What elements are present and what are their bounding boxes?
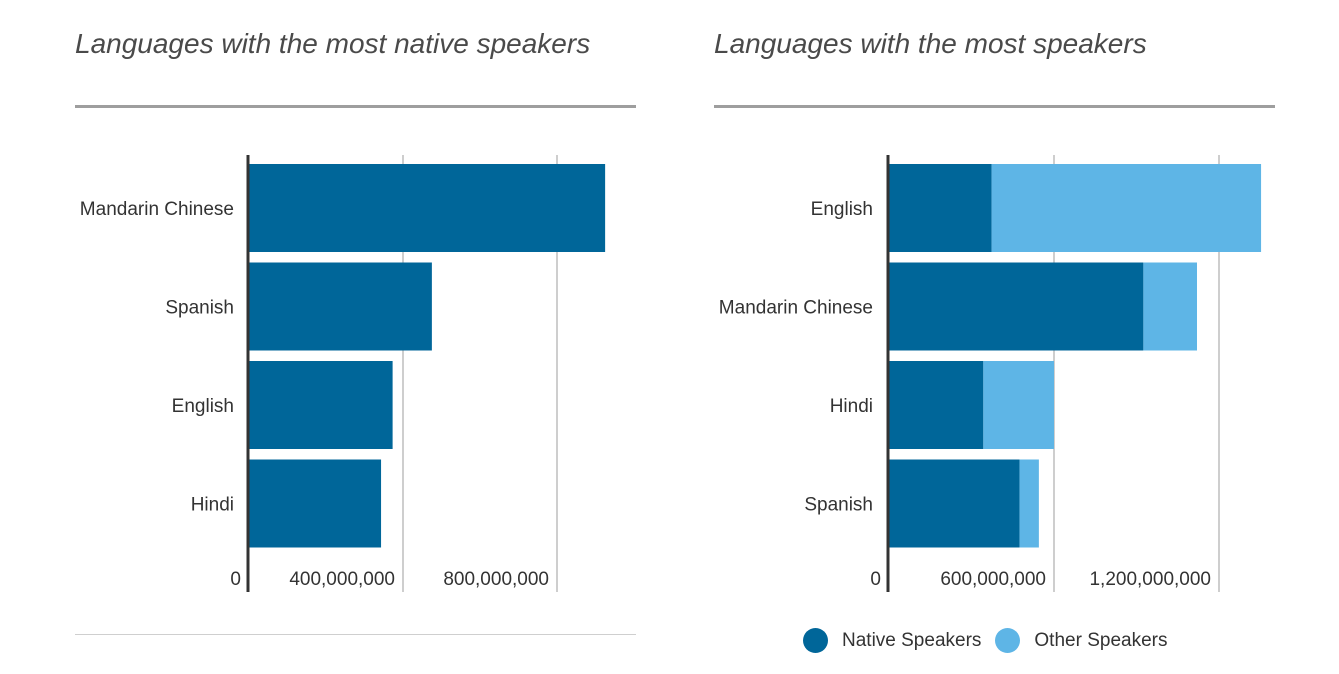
category-label: Hindi	[830, 396, 873, 417]
bar-native	[249, 459, 382, 548]
category-label: Hindi	[191, 495, 234, 516]
bar-native	[889, 164, 992, 252]
bar-native	[889, 262, 1144, 351]
chart-title-total: Languages with the most speakers	[714, 28, 1147, 59]
legend: Native Speakers Other Speakers	[803, 628, 1181, 653]
chart-title-native: Languages with the most native speakers	[75, 28, 591, 59]
native-speakers-chart: Mandarin Chinese Spanish English Hindi 0 400,…	[80, 155, 606, 592]
bar-native	[249, 164, 606, 252]
bar-native	[889, 459, 1020, 548]
bottom-divider-left	[75, 634, 636, 635]
category-label: Mandarin Chinese	[80, 199, 234, 220]
x-tick-label: 800,000,000	[443, 569, 549, 590]
title-divider-left	[75, 105, 636, 108]
x-tick-label: 600,000,000	[940, 569, 1046, 590]
bar-other	[991, 164, 1262, 252]
x-tick-label: 1,200,000,000	[1089, 569, 1211, 590]
category-label: English	[811, 199, 873, 220]
bar-other	[1019, 459, 1039, 548]
legend-swatch-other	[995, 628, 1021, 653]
category-label: English	[172, 396, 234, 417]
bar-native	[249, 361, 393, 449]
legend-item-other: Other Speakers	[995, 628, 1167, 653]
title-divider-right	[714, 105, 1275, 108]
legend-label-native: Native Speakers	[842, 629, 982, 651]
legend-label-other: Other Speakers	[1034, 629, 1168, 651]
bar-native	[889, 361, 984, 449]
bar-other	[983, 361, 1054, 449]
category-label: Spanish	[804, 495, 873, 516]
x-tick-label: 400,000,000	[289, 569, 395, 590]
legend-swatch-native	[803, 628, 828, 653]
category-label: Spanish	[165, 298, 234, 319]
category-label: Mandarin Chinese	[719, 298, 873, 319]
x-tick-label: 0	[870, 569, 881, 590]
bar-native	[249, 262, 432, 351]
x-tick-label: 0	[230, 569, 241, 590]
legend-item-native: Native Speakers	[803, 628, 981, 653]
bar-other	[1143, 262, 1197, 351]
